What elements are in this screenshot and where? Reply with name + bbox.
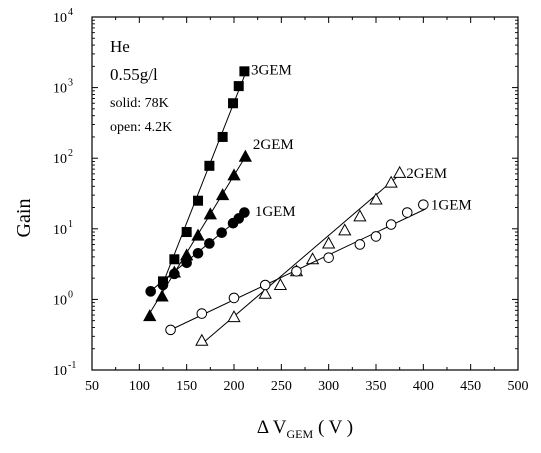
open-circle-marker bbox=[370, 231, 382, 242]
y-tick-label-exponent: 0 bbox=[68, 289, 73, 300]
series-label: 1GEM bbox=[431, 198, 472, 214]
open-triangle-marker bbox=[258, 286, 272, 299]
annotation-gas: He bbox=[110, 37, 130, 56]
filled-square-marker bbox=[204, 160, 215, 171]
y-tick-label-exponent: 2 bbox=[68, 148, 73, 159]
filled-circle-marker bbox=[181, 257, 192, 269]
open-circle-marker bbox=[401, 207, 413, 218]
x-tick-label: 250 bbox=[271, 379, 292, 394]
y-tick-label: 10 bbox=[53, 152, 67, 167]
filled-square-marker bbox=[217, 131, 228, 142]
y-tick-label-exponent: 3 bbox=[68, 78, 73, 89]
series-3gem-solid: 3GEM bbox=[158, 63, 292, 289]
open-circle-marker bbox=[385, 219, 397, 230]
open-circle-marker bbox=[259, 279, 271, 291]
x-tick-label: 100 bbox=[129, 379, 150, 394]
open-triangle-marker bbox=[227, 310, 241, 323]
filled-triangle-marker bbox=[191, 228, 205, 241]
y-tick-label-exponent: 1 bbox=[68, 219, 73, 230]
y-axis-label: Gain bbox=[13, 199, 35, 238]
y-tick-label-exponent: 4 bbox=[68, 7, 73, 18]
filled-square-marker bbox=[228, 98, 239, 109]
filled-triangle-marker bbox=[227, 168, 241, 181]
filled-triangle-marker bbox=[215, 188, 230, 201]
open-circle-marker bbox=[196, 308, 208, 319]
series-2gem-open: 2GEM bbox=[195, 165, 447, 346]
x-axis-label-prefix: Δ V bbox=[257, 417, 287, 438]
filled-triangle-marker bbox=[155, 289, 169, 302]
filled-circle-marker bbox=[192, 247, 204, 259]
open-triangle-marker bbox=[195, 333, 209, 346]
filled-circle-marker bbox=[145, 286, 156, 297]
open-triangle-marker bbox=[353, 209, 367, 222]
x-axis-label-sub: GEM bbox=[287, 427, 314, 441]
filled-square-marker bbox=[181, 227, 192, 238]
open-circle-marker bbox=[291, 266, 302, 277]
open-triangle-marker bbox=[393, 165, 407, 178]
filled-circle-marker bbox=[216, 227, 227, 239]
filled-triangle-marker bbox=[143, 309, 157, 322]
x-tick-label: 150 bbox=[176, 379, 197, 394]
x-tick-label: 350 bbox=[366, 379, 387, 394]
filled-circle-marker bbox=[157, 279, 169, 291]
series-layer: 3GEM 2GEM 1GEM 2GEM 1GEM bbox=[143, 63, 472, 346]
y-tick-label: 10 bbox=[53, 11, 67, 26]
filled-square-marker bbox=[239, 66, 250, 77]
open-circle-marker bbox=[228, 292, 240, 304]
x-tick-label: 300 bbox=[318, 379, 339, 394]
filled-square-marker bbox=[233, 81, 244, 92]
y-tick-label: 10 bbox=[53, 223, 67, 238]
x-axis-label-suffix: ( V ) bbox=[313, 417, 353, 438]
open-circle-marker bbox=[418, 199, 429, 210]
filled-square-marker bbox=[169, 254, 180, 265]
filled-square-marker bbox=[193, 195, 204, 206]
x-tick-label: 400 bbox=[413, 379, 434, 394]
open-triangle-marker bbox=[273, 277, 288, 290]
filled-circle-marker bbox=[204, 238, 215, 249]
annotation-density: 0.55g/l bbox=[110, 65, 158, 84]
x-tick-label: 50 bbox=[85, 379, 99, 394]
series-1gem-open: 1GEM bbox=[165, 198, 472, 336]
y-tick-label-exponent: -1 bbox=[68, 360, 76, 371]
annotation-open: open: 4.2K bbox=[110, 120, 172, 135]
series-label: 2GEM bbox=[253, 137, 294, 153]
filled-triangle-marker bbox=[238, 149, 253, 162]
series-label: 1GEM bbox=[255, 204, 296, 220]
open-triangle-marker bbox=[322, 236, 336, 249]
filled-circle-marker bbox=[169, 268, 180, 280]
filled-circle-marker bbox=[239, 207, 250, 218]
x-tick-label: 450 bbox=[460, 379, 481, 394]
open-circle-marker bbox=[165, 324, 176, 336]
x-tick-label: 200 bbox=[224, 379, 245, 394]
y-tick-label: 10 bbox=[53, 364, 67, 379]
filled-triangle-marker bbox=[203, 207, 217, 220]
y-tick-label: 10 bbox=[53, 293, 67, 308]
open-circle-marker bbox=[354, 239, 366, 250]
open-circle-marker bbox=[323, 252, 334, 263]
annotation-solid: solid: 78K bbox=[110, 96, 169, 111]
open-triangle-marker bbox=[384, 175, 398, 188]
x-tick-label: 500 bbox=[508, 379, 529, 394]
series-label: 2GEM bbox=[406, 166, 447, 182]
open-triangle-marker bbox=[369, 192, 383, 205]
y-tick-label: 10 bbox=[53, 82, 67, 97]
series-1gem-solid: 1GEM bbox=[145, 204, 296, 297]
x-axis-label: Δ VGEM ( V ) bbox=[257, 417, 353, 441]
open-triangle-marker bbox=[338, 223, 352, 236]
series-label: 3GEM bbox=[251, 63, 292, 79]
